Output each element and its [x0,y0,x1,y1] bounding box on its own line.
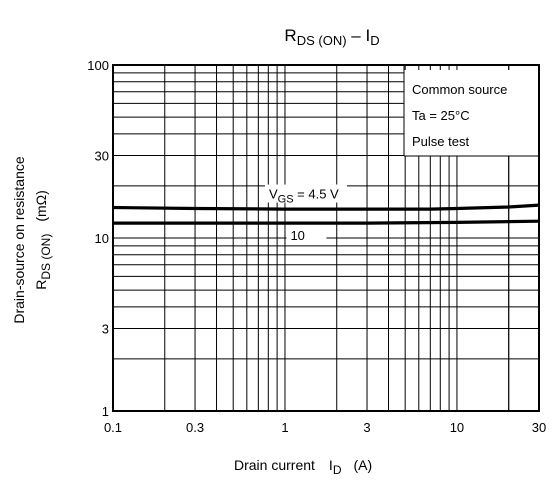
notes-box: Common source Ta = 25°C Pulse test [403,66,539,157]
label-group: VGS = 4.5 V 10 [264,184,347,245]
note-pulse-test: Pulse test [412,134,469,149]
grid-group [113,65,539,411]
series-line-1 [112,203,540,211]
x-tick-label: 0.3 [186,420,204,435]
x-tick-label: 30 [532,420,546,435]
chart-title: RDS (ON) – ID [284,26,379,48]
y-tick-label: 30 [95,148,109,163]
plot-frame [112,64,540,412]
x-axis-label: Drain current ID (A) [234,457,372,477]
series-label-2: 10 [290,228,304,243]
tick-group: 0.1 0.3 1 3 10 30 1 3 10 30 100 [87,58,546,435]
y-tick-label: 1 [102,404,109,419]
note-common-source: Common source [412,82,507,97]
series-label-bg [286,226,327,245]
x-tick-label: 10 [450,420,464,435]
y-axis-label-line1: Drain-source on resistance [11,156,27,324]
series-group [112,203,540,225]
y-tick-label: 100 [87,58,109,73]
series-label-1: VGS = 4.5 V [269,187,339,206]
x-tick-label: 1 [281,420,288,435]
series-line-2 [113,219,540,225]
y-axis-label-line2: RDS (ON)(mΩ) [33,190,53,290]
y-tick-label: 10 [95,231,109,246]
note-temperature: Ta = 25°C [412,108,470,123]
x-tick-label: 3 [363,420,370,435]
y-tick-label: 3 [102,321,109,336]
x-tick-label: 0.1 [104,420,122,435]
series-label-bg [264,184,347,203]
